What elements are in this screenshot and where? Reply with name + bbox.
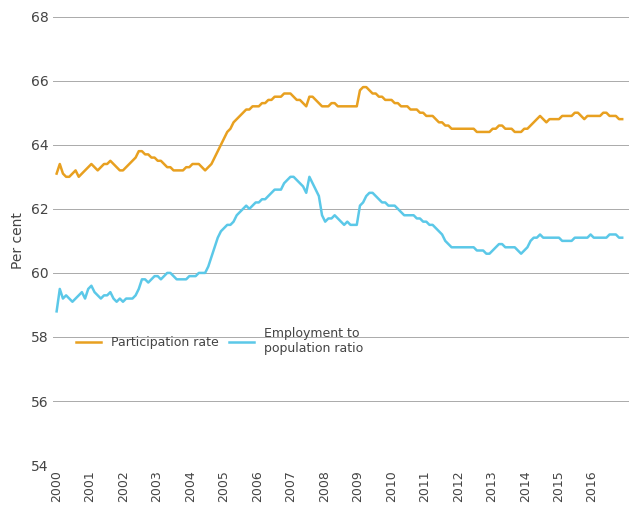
Participation rate <box>618 116 626 122</box>
Participation rate <box>62 174 70 180</box>
Employment to
population ratio <box>287 174 294 180</box>
Employment to
population ratio <box>618 234 626 241</box>
Employment to
population ratio <box>119 299 127 305</box>
Participation rate <box>605 113 613 119</box>
Employment to
population ratio <box>62 292 70 299</box>
Participation rate <box>52 170 60 176</box>
Employment to
population ratio <box>52 308 60 314</box>
Participation rate <box>173 167 180 173</box>
Participation rate <box>359 84 367 90</box>
Participation rate <box>561 113 569 119</box>
Participation rate <box>65 174 73 180</box>
Participation rate <box>122 164 130 170</box>
Y-axis label: Per cent: Per cent <box>11 212 25 269</box>
Employment to
population ratio <box>268 190 275 196</box>
Participation rate <box>271 94 278 100</box>
Legend: Participation rate, Employment to
population ratio: Participation rate, Employment to popula… <box>71 322 368 360</box>
Employment to
population ratio <box>558 238 566 244</box>
Line: Employment to
population ratio: Employment to population ratio <box>56 177 622 311</box>
Line: Participation rate: Participation rate <box>56 87 622 177</box>
Employment to
population ratio <box>602 234 610 241</box>
Employment to
population ratio <box>170 273 177 279</box>
